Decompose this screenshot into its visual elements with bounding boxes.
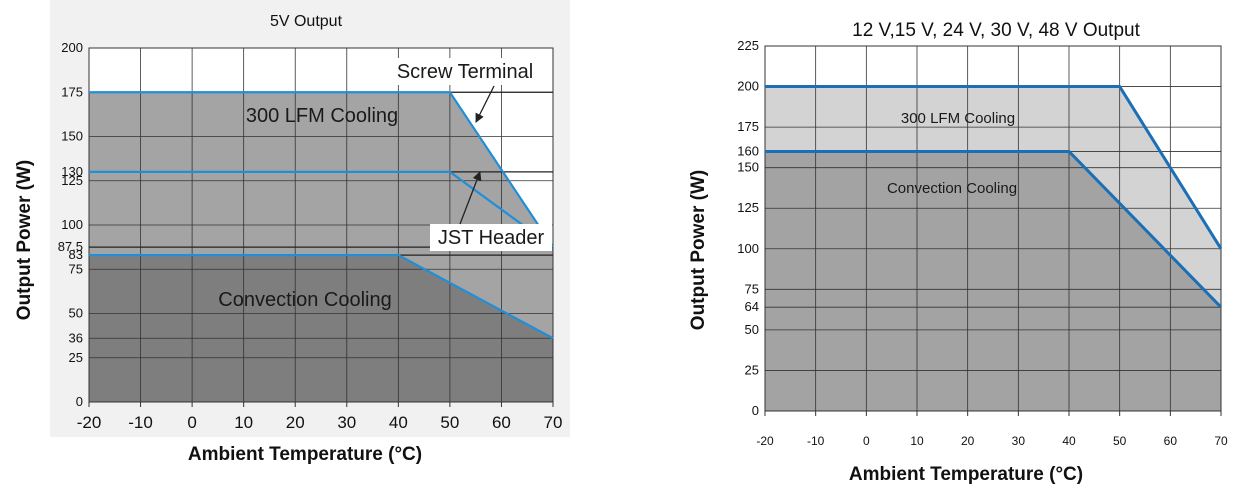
y-tick-label: 200 — [61, 40, 83, 55]
x-tick-label: 50 — [440, 413, 459, 432]
y-tick-label: 25 — [69, 350, 83, 365]
x-tick-label: 40 — [389, 413, 408, 432]
y-tick-label: 25 — [745, 362, 759, 377]
x-tick-label: -20 — [77, 413, 102, 432]
area-convection-multi — [765, 151, 1221, 411]
x-tick-label: 40 — [1062, 434, 1076, 448]
x-tick-label: 30 — [337, 413, 356, 432]
label-300lfm-5v: 300 LFM Cooling — [246, 105, 398, 127]
series-lines-5v — [89, 91, 554, 340]
y-tick-label: 64 — [745, 299, 759, 314]
screw-terminal-arrow — [475, 85, 495, 123]
x-tick-label: -10 — [128, 413, 153, 432]
y-tick-label: 125 — [61, 173, 83, 188]
label-convection-5v: Convection Cooling — [218, 289, 391, 311]
series-line-1 — [765, 85, 1223, 250]
x-tick-label: -10 — [807, 434, 825, 448]
y-tick-label: 150 — [737, 160, 759, 175]
plot-frame — [764, 45, 1222, 412]
tick-labels-multi: -20 -10 0 10 20 30 40 50 60 70 0 25 50 64 75 100 125 150 1… — [737, 38, 1228, 448]
series-line-2 — [89, 170, 554, 249]
y-tick-label: 75 — [69, 261, 83, 276]
x-tick-label: 50 — [1113, 434, 1127, 448]
y-tick-label: 125 — [737, 200, 759, 215]
chart-title-5v: 5V Output — [270, 13, 343, 30]
y-tick-label: 100 — [737, 241, 759, 256]
chart-multi-voltage-output: -20 -10 0 10 20 30 40 50 60 70 0 25 50 64 75 100 125 150 1… — [688, 20, 1228, 485]
x-tick-label: 30 — [1012, 434, 1026, 448]
annotation-jst-header: JST Header — [438, 227, 545, 249]
series-line-3 — [89, 253, 554, 340]
y-tick-label: 200 — [737, 79, 759, 94]
y-axis-label-multi: Output Power (W) — [688, 170, 709, 330]
y-tick-label: 83 — [69, 247, 83, 262]
series-line-2 — [765, 149, 1223, 309]
y-tick-label: 0 — [76, 394, 83, 409]
screw-terminal-label-box — [396, 58, 534, 85]
jst-header-arrow — [459, 171, 482, 225]
x-tick-label: 70 — [544, 413, 563, 432]
jst-header-label-box — [430, 224, 552, 251]
series-lines-multi — [765, 85, 1223, 309]
x-axis-label-5v: Ambient Temperature (°C) — [188, 444, 422, 465]
y-tick-label: 175 — [61, 84, 83, 99]
x-axis-label-multi: Ambient Temperature (°C) — [849, 464, 1083, 485]
label-300lfm-multi: 300 LFM Cooling — [901, 110, 1015, 127]
y-tick-label: 50 — [69, 306, 83, 321]
annotation-screw-terminal: Screw Terminal — [397, 61, 533, 83]
y-tick-label: 130 — [61, 164, 83, 179]
y-tick-label: 75 — [745, 281, 759, 296]
y-tick-label: 160 — [737, 143, 759, 158]
label-convection-multi: Convection Cooling — [887, 180, 1017, 197]
x-tick-label: 20 — [286, 413, 305, 432]
y-tick-label: 87.5 — [58, 239, 83, 254]
x-tick-label: 0 — [863, 434, 870, 448]
y-tick-label: 175 — [737, 119, 759, 134]
area-convection-5v — [89, 255, 553, 402]
y-tick-label: 150 — [61, 129, 83, 144]
y-tick-label: 0 — [752, 403, 759, 418]
y-axis-label-5v: Output Power (W) — [14, 160, 35, 320]
y-tick-label: 100 — [61, 217, 83, 232]
y-tick-label: 50 — [745, 322, 759, 337]
x-tick-label: 10 — [234, 413, 253, 432]
x-tick-label: -20 — [756, 434, 774, 448]
chart-title-multi: 12 V,15 V, 24 V, 30 V, 48 V Output — [852, 20, 1140, 41]
x-tick-label: 20 — [961, 434, 975, 448]
plot-frame — [88, 47, 554, 403]
x-tick-label: 60 — [1164, 434, 1178, 448]
x-tick-label: 70 — [1214, 434, 1228, 448]
y-tick-label: 225 — [737, 38, 759, 53]
x-tick-label: 60 — [492, 413, 511, 432]
x-tick-label: 0 — [187, 413, 196, 432]
x-tick-label: 10 — [910, 434, 924, 448]
series-line-1 — [89, 91, 554, 248]
y-tick-label: 36 — [69, 330, 83, 345]
